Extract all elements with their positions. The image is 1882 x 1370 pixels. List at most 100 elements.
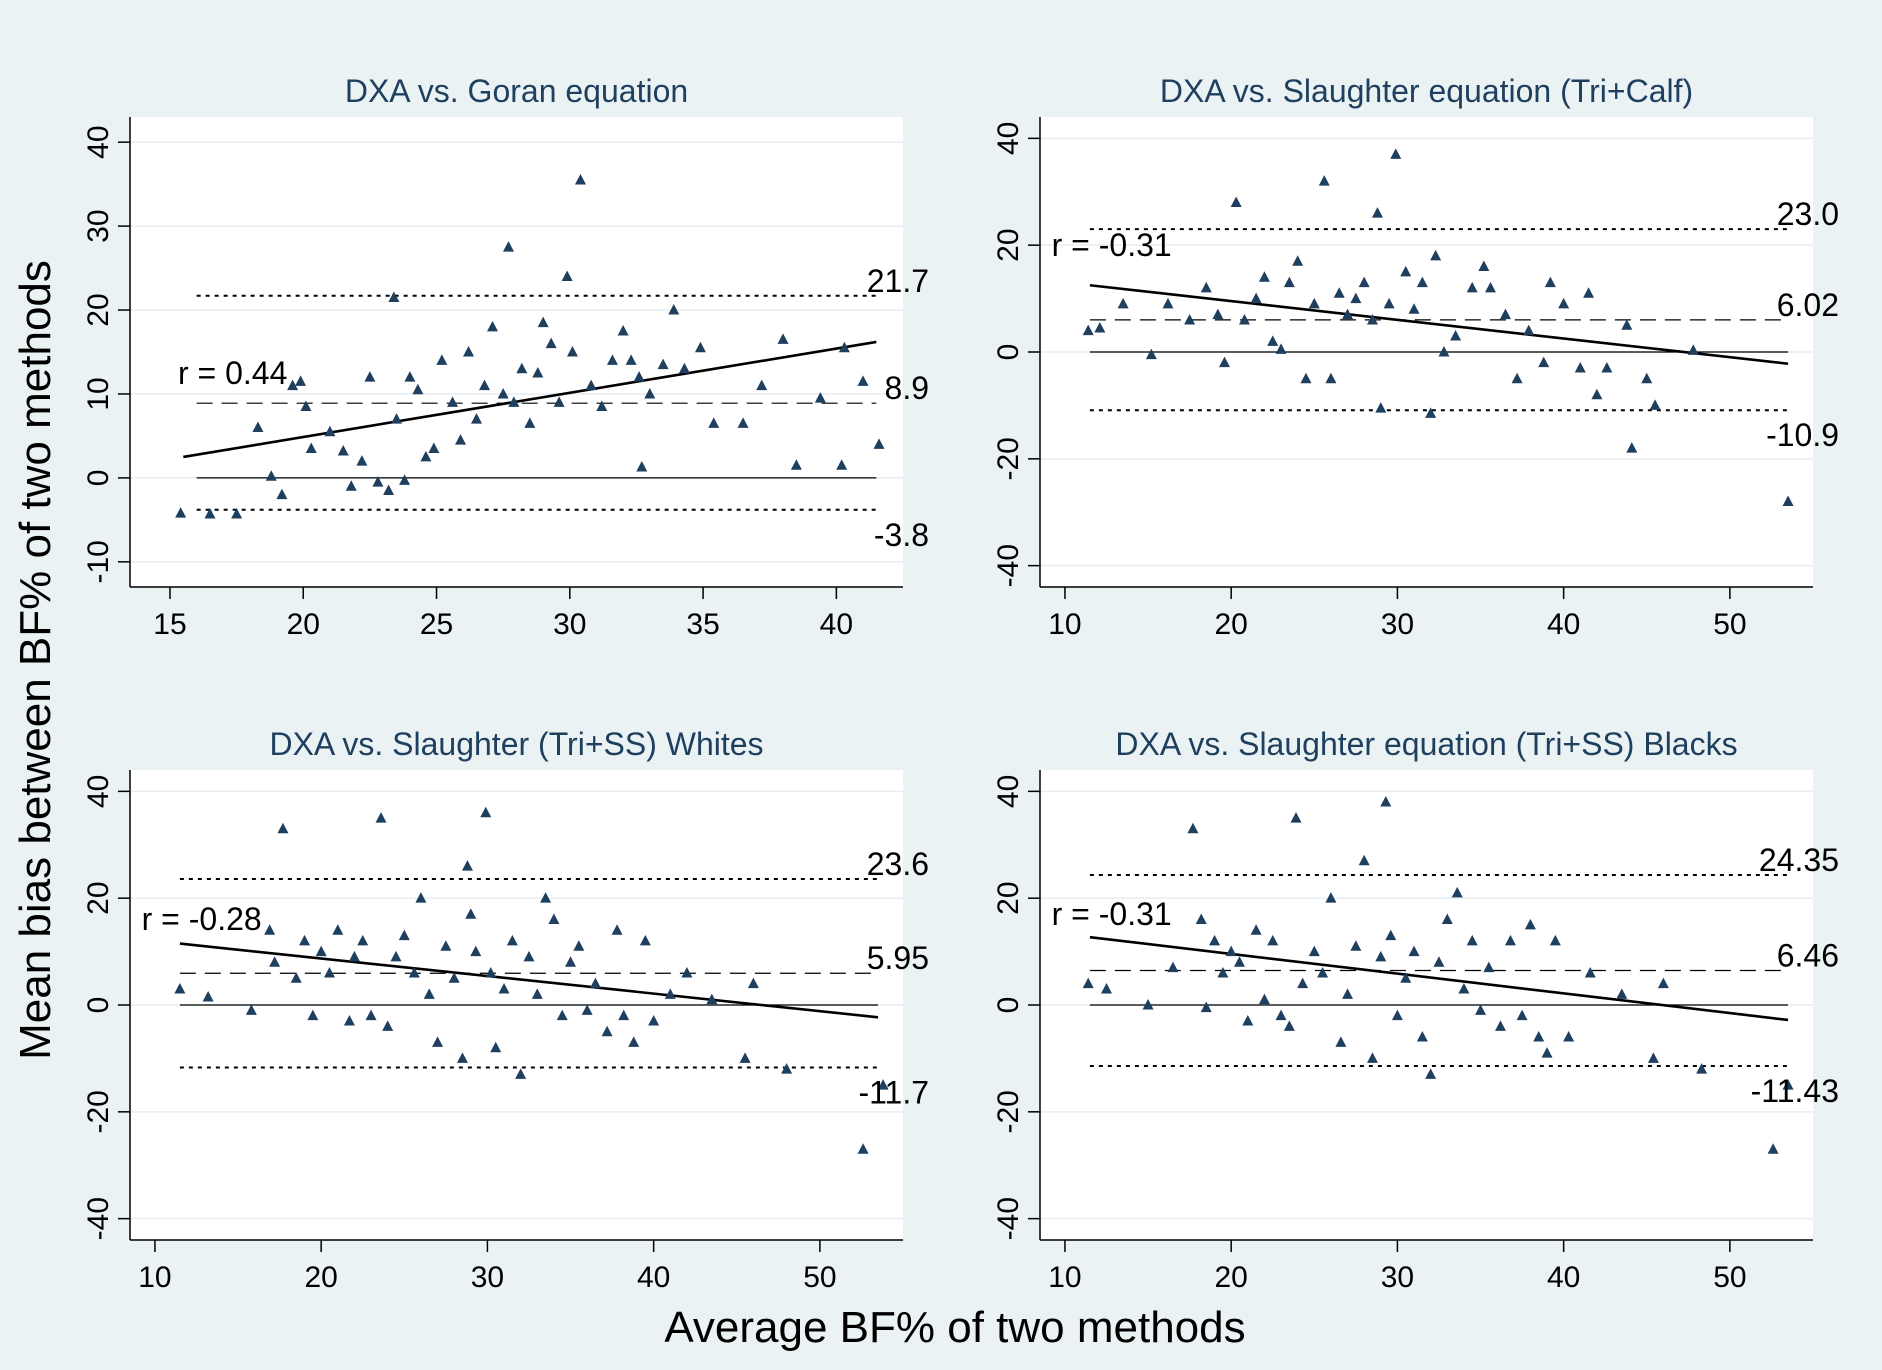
x-tick-label: 40 [1547,1261,1580,1294]
data-point [548,913,560,925]
data-point [1162,297,1174,309]
data-point [1475,1004,1487,1015]
data-point [648,1015,660,1026]
y-tick-label: 40 [992,775,1025,808]
data-point [375,812,387,823]
data-point [625,354,637,365]
data-point [448,972,460,983]
data-point [1082,324,1094,336]
correlation-label: r = -0.28 [142,901,262,937]
data-point [1308,945,1320,957]
data-point [1601,362,1613,373]
data-point [1366,1052,1378,1063]
data-point [566,346,578,357]
data-point [1538,356,1550,368]
data-point [1167,961,1179,973]
data-point [1425,407,1437,418]
data-point [479,379,491,391]
lower-loa-label: -11.7 [858,1074,929,1110]
data-point [657,358,669,370]
data-point [485,966,497,978]
data-point [606,354,618,365]
data-point [1212,308,1224,320]
data-point [204,507,216,519]
data-point [1767,1143,1779,1154]
data-point [681,966,693,978]
data-point [515,1068,527,1079]
data-point [1275,343,1287,354]
data-point [1267,335,1279,346]
x-tick-label: 40 [637,1261,670,1294]
y-tick-label: -40 [992,544,1025,587]
correlation-label: r = 0.44 [178,355,287,391]
data-point [644,387,656,399]
data-point [1696,1063,1708,1074]
data-point [781,1063,793,1074]
y-tick-label: 20 [82,881,115,914]
data-point [694,341,706,353]
data-point [639,934,651,946]
y-tick-label: -20 [992,437,1025,480]
data-point [1408,303,1420,314]
data-point [1082,977,1094,989]
data-point [447,396,459,407]
data-point [1325,892,1337,903]
data-point [1297,977,1309,989]
data-point [633,371,645,382]
data-point [388,291,400,302]
data-point [1466,934,1478,946]
data-point [372,476,384,487]
data-point [1258,993,1270,1005]
data-point [1333,287,1345,298]
y-tick-label: 0 [82,997,115,1014]
data-point [1430,249,1442,261]
data-point [455,434,467,445]
data-point [470,945,482,957]
chart-panel-3: DXA vs. Slaughter (Tri+SS) Whites -40 -20 0… [82,726,929,1294]
data-point [1342,988,1354,999]
data-point [873,438,885,449]
data-point [1391,1009,1403,1021]
chart-title: DXA vs. Slaughter (Tri+SS) Whites [269,726,763,762]
data-point [390,950,402,962]
upper-loa-label: 23.0 [1777,196,1839,232]
data-point [523,950,535,962]
x-tick-label: 25 [420,608,453,641]
data-point [857,375,869,386]
data-point [315,945,327,957]
data-point [524,417,536,428]
data-point [1544,276,1556,288]
chart-panel-4: DXA vs. Slaughter equation (Tri+SS) Blac… [992,726,1839,1294]
data-point [1574,362,1586,373]
data-point [264,924,276,935]
regression-line [179,942,879,1019]
y-tick-label: 10 [82,377,115,410]
data-point [1233,956,1245,967]
chart-title: DXA vs. Slaughter equation (Tri+Calf) [1160,73,1693,109]
data-point [265,470,277,481]
data-point [463,346,475,357]
data-point [1230,196,1242,207]
data-point [456,1052,468,1063]
correlation-label: r = -0.31 [1052,227,1172,263]
data-point [1504,934,1516,946]
data-point [345,480,357,491]
data-point [737,417,749,428]
data-point [506,934,518,946]
data-point [432,1036,444,1047]
data-point [836,459,848,470]
regression-line [1089,935,1789,1022]
data-point [1584,966,1596,978]
data-point [556,1009,568,1021]
data-point [356,455,368,466]
x-tick-label: 40 [820,608,853,641]
data-point [276,488,288,500]
data-point [1267,934,1279,946]
data-point [814,392,826,403]
data-point [1350,940,1362,951]
data-point [1325,372,1337,384]
data-point [1145,348,1157,360]
data-point [364,371,376,382]
data-point [1425,1068,1437,1079]
